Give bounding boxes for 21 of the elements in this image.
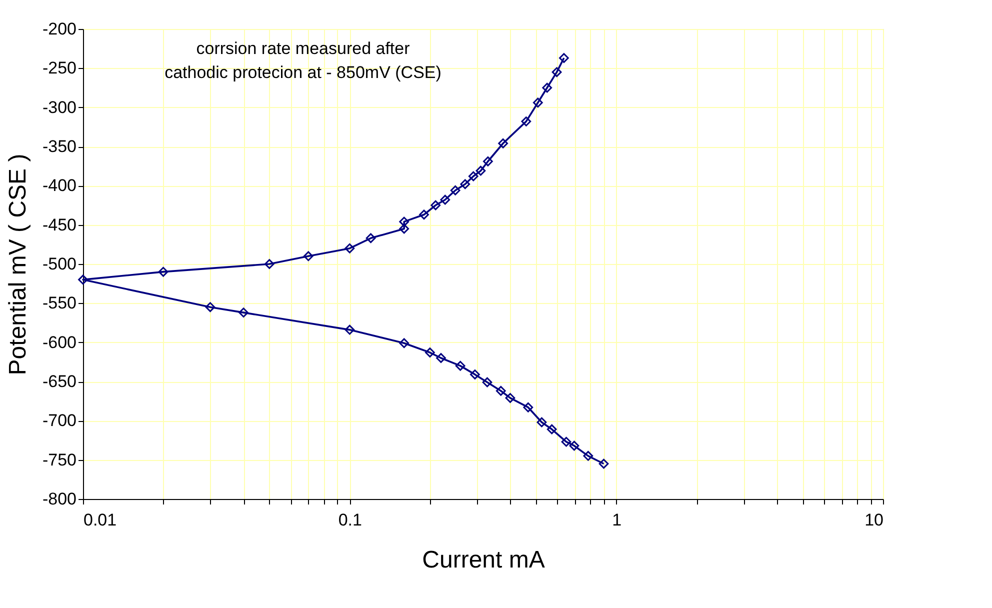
y-tick-label: -550 xyxy=(42,294,76,313)
y-tick-label: -300 xyxy=(42,98,76,117)
y-tick-label: -800 xyxy=(42,490,76,508)
y-tick-label: -250 xyxy=(42,58,76,78)
y-tick-label: -400 xyxy=(42,176,76,196)
annotation: corrsion rate measured after xyxy=(196,39,410,58)
y-tick-label: -750 xyxy=(42,450,76,470)
y-axis-title: Potential mV ( CSE ) xyxy=(4,154,32,376)
y-tick-label: -350 xyxy=(42,137,76,156)
y-tick-label: -200 xyxy=(42,20,76,38)
x-tick-label: 10 xyxy=(864,510,884,530)
y-tick-label: -500 xyxy=(42,254,76,274)
x-tick-label: 0.01 xyxy=(84,510,117,530)
y-tick-label: -650 xyxy=(42,372,76,391)
y-tick-label: -700 xyxy=(42,411,76,430)
x-tick-label: 1 xyxy=(612,510,622,530)
y-tick-label: -450 xyxy=(42,215,76,234)
x-tick-label: 0.1 xyxy=(338,510,362,530)
x-axis-title: Current mA xyxy=(422,546,545,574)
annotation: cathodic protecion at - 850mV (CSE) xyxy=(164,63,442,82)
y-tick-label: -600 xyxy=(42,332,76,352)
